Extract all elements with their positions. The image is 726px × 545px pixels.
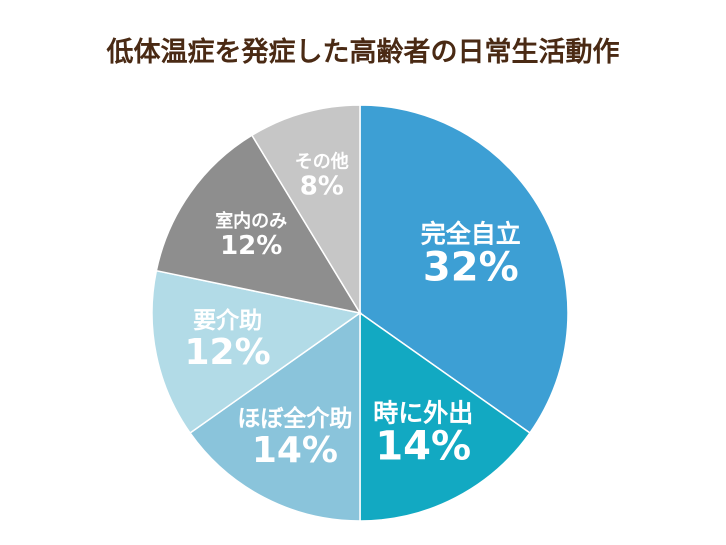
slice-value-label: 8% — [300, 171, 344, 201]
pie-slice — [155, 134, 362, 315]
slice-label: 室内のみ — [215, 210, 287, 232]
slice-label: ほぼ全介助 — [237, 405, 352, 432]
pie-slice — [359, 104, 569, 434]
slice-label: 完全自立 — [421, 219, 521, 248]
slice-value-label: 14% — [375, 424, 471, 470]
pie-slices — [151, 104, 569, 522]
slice-value-label: 12% — [220, 231, 282, 261]
slice-value-label: 14% — [252, 430, 338, 471]
pie-slice — [359, 311, 531, 522]
slice-label: 時に外出 — [373, 399, 473, 428]
slice-label: 要介助 — [193, 307, 262, 334]
slice-value-label: 12% — [185, 332, 271, 373]
pie-slice — [250, 104, 361, 316]
chart-title: 低体温症を発症した高齢者の日常生活動作 — [106, 37, 620, 68]
pie-slice — [151, 269, 362, 434]
pie-slice — [189, 311, 361, 522]
slice-value-label: 32% — [423, 244, 519, 290]
slice-label: その他 — [295, 150, 349, 172]
